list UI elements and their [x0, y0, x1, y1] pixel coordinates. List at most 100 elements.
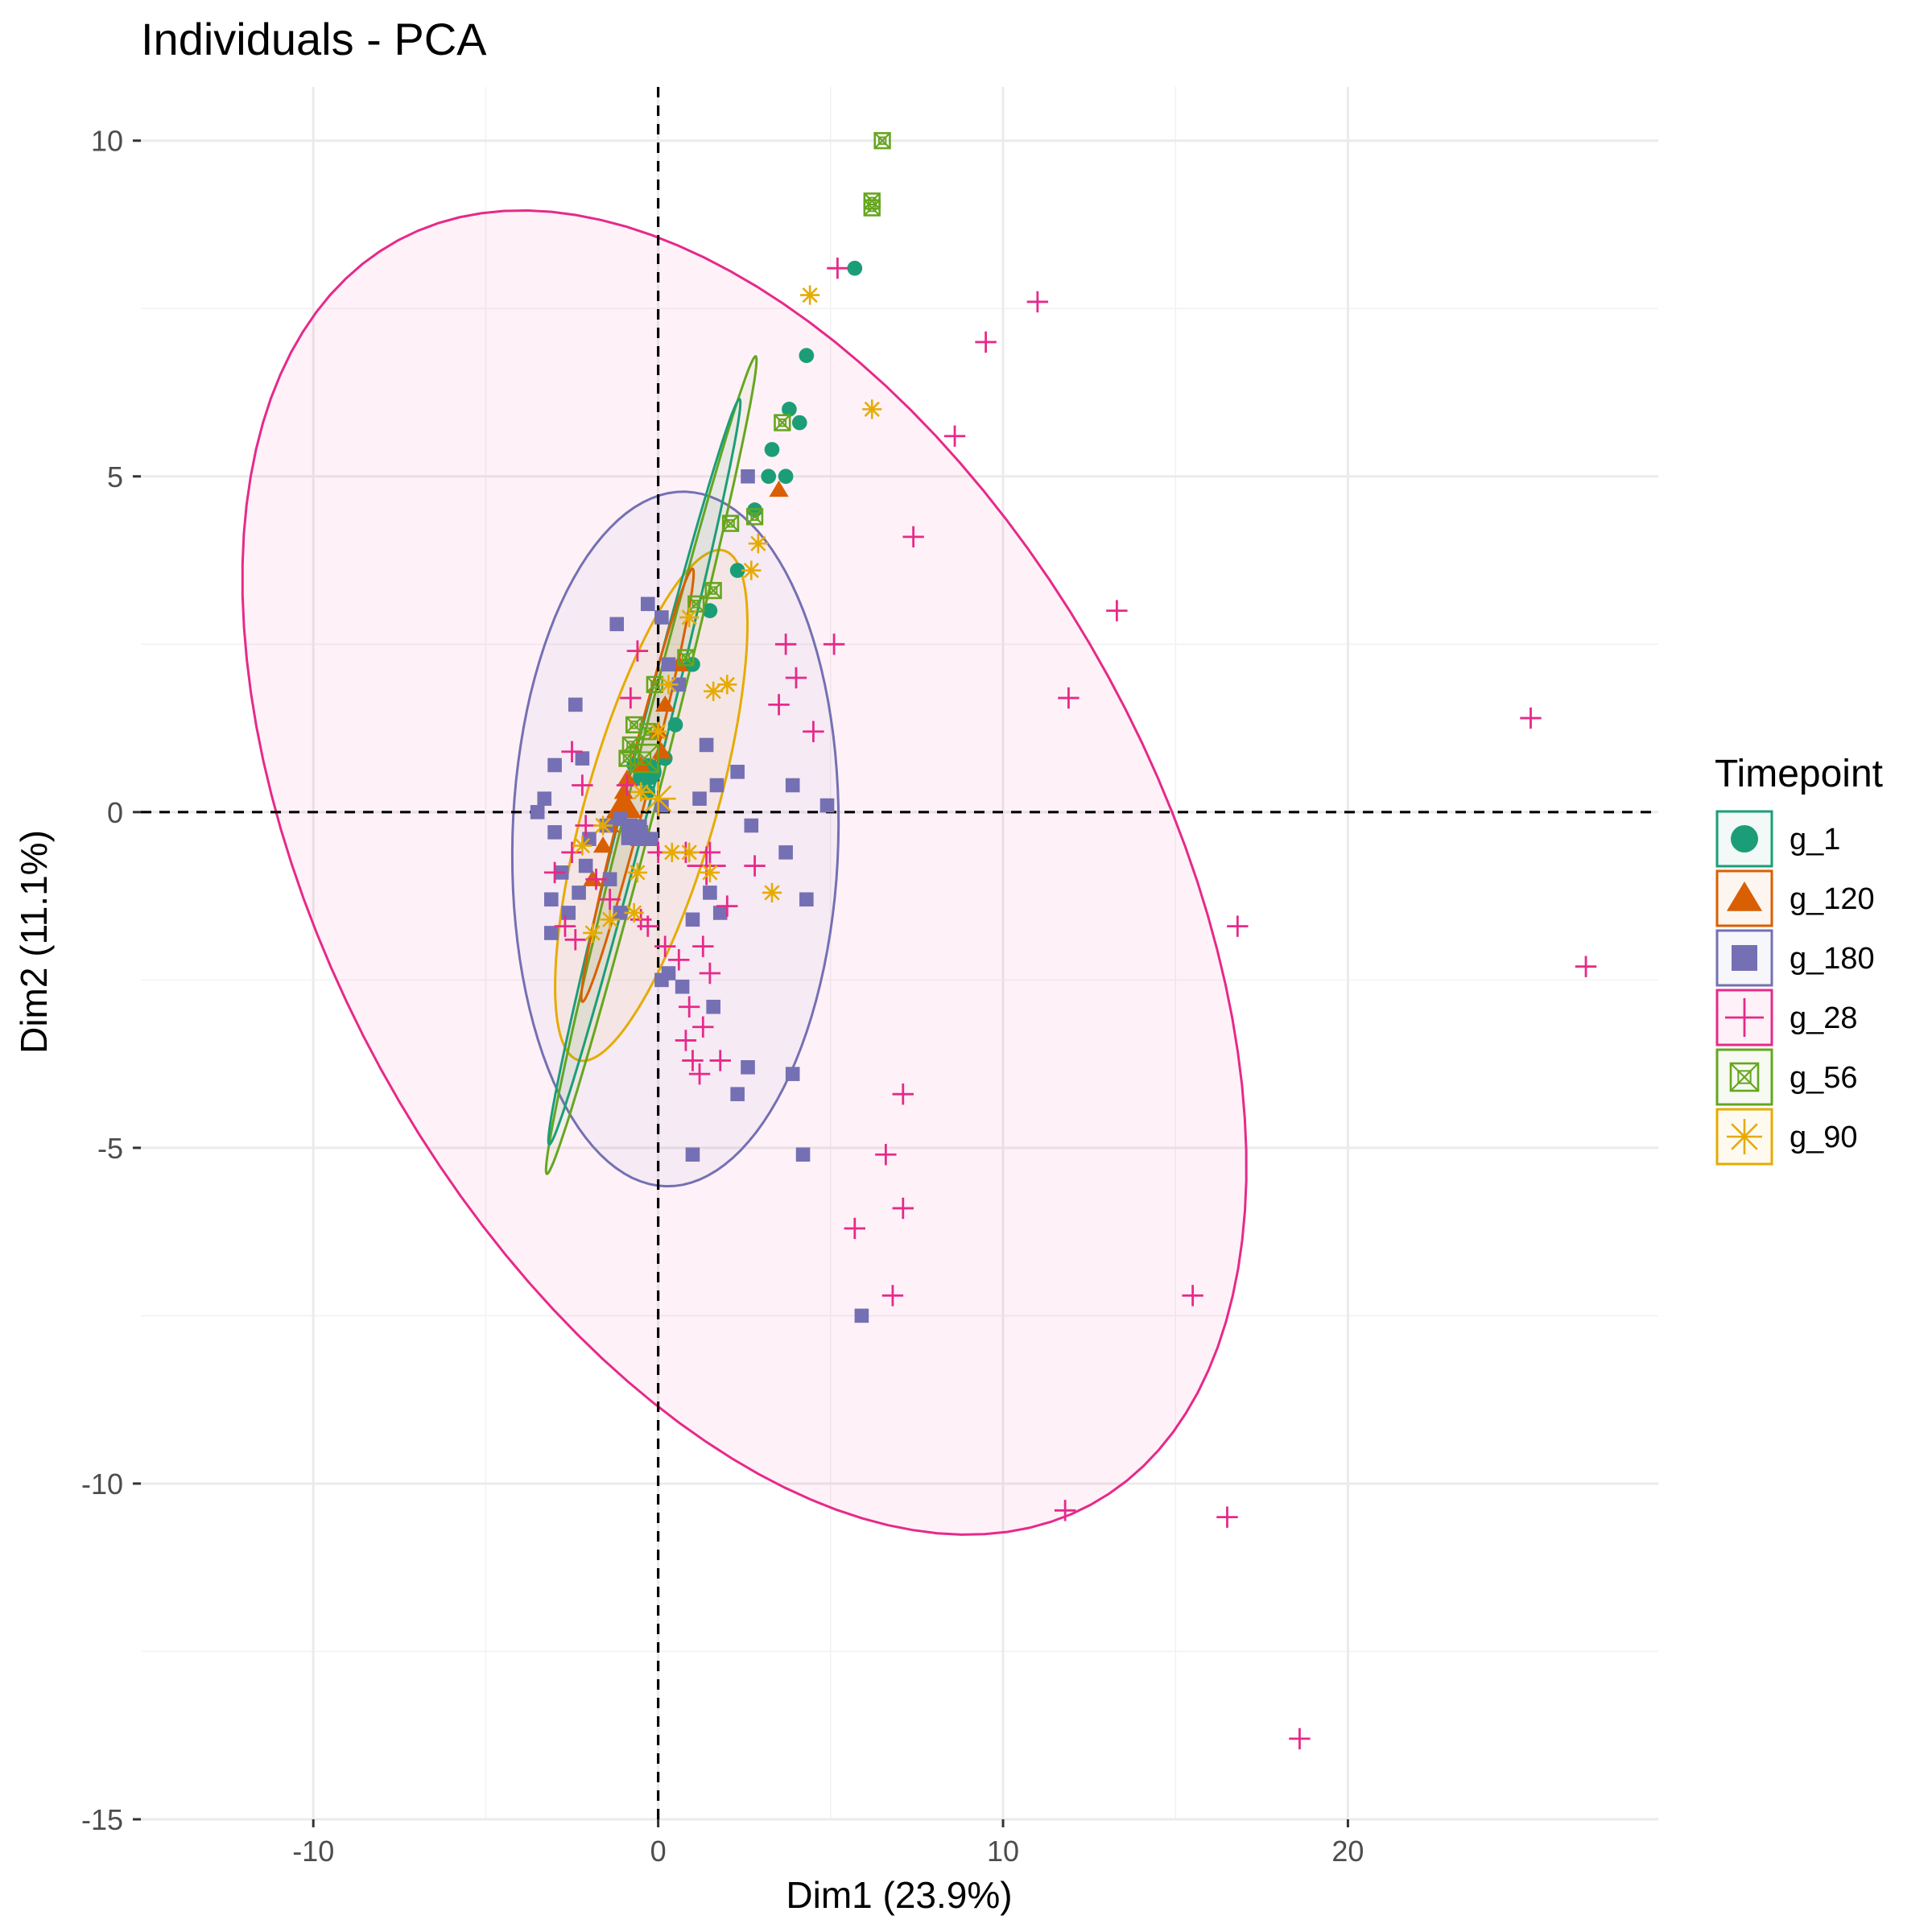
- confidence-ellipses: [241, 208, 1248, 1536]
- point-g_180: [799, 892, 814, 907]
- x-tick-label: 0: [650, 1835, 667, 1868]
- point-g_180: [671, 677, 687, 692]
- point-g_28: [823, 634, 845, 655]
- legend-marker: [1732, 945, 1757, 971]
- point-g_180: [685, 1147, 700, 1162]
- point-g_180: [730, 764, 745, 779]
- point-g_180: [544, 926, 559, 940]
- point-g_28: [1575, 956, 1597, 977]
- legend-item-g_90: g_90: [1715, 1108, 1858, 1166]
- mean-point-g_90: [640, 781, 676, 817]
- mean-point-g_56: [630, 743, 659, 774]
- axes: -10 0 10 20 -15 -10 -5 0 5 10: [81, 125, 1364, 1868]
- data-points: [530, 132, 1597, 1750]
- point-g_180: [613, 906, 628, 920]
- point-g_180: [712, 906, 728, 920]
- point-g_180: [741, 469, 755, 484]
- ellipse-g_28: [241, 208, 1248, 1536]
- point-g_56: [721, 514, 740, 532]
- legend-label: g_1: [1790, 823, 1840, 857]
- mean-point-g_28: [687, 846, 726, 886]
- point-g_180: [741, 1059, 755, 1075]
- point-g_180: [609, 617, 625, 632]
- point-g_28: [1054, 1500, 1076, 1521]
- point-g_28: [1289, 1728, 1311, 1750]
- x-axis-title: Dim1 (23.9%): [786, 1874, 1012, 1916]
- point-g_28: [881, 1285, 904, 1307]
- point-g_28: [654, 935, 676, 957]
- reference-lines: [141, 87, 1658, 1819]
- point-g_90: [662, 842, 682, 862]
- point-g_28: [827, 258, 848, 279]
- point-g_28: [682, 1050, 704, 1071]
- point-g_28: [709, 1050, 731, 1071]
- legend-marker: [1725, 998, 1764, 1037]
- point-g_90: [679, 607, 700, 628]
- point-g_1: [778, 469, 794, 485]
- point-g_56: [704, 581, 722, 600]
- point-g_180: [547, 758, 562, 773]
- point-g_28: [620, 687, 642, 709]
- series-g_28: [543, 258, 1597, 1750]
- mean-point-g_180: [621, 819, 647, 845]
- point-g_180: [699, 737, 714, 753]
- point-g_28: [844, 1217, 866, 1240]
- point-g_28: [803, 720, 824, 742]
- point-g_90: [627, 862, 648, 883]
- point-g_90: [658, 675, 679, 695]
- point-g_1: [799, 348, 815, 363]
- point-g_180: [661, 966, 676, 980]
- point-g_28: [1058, 687, 1080, 709]
- point-g_1: [764, 442, 780, 457]
- point-g_56: [863, 199, 881, 217]
- point-g_28: [1106, 600, 1128, 621]
- point-g_180: [644, 832, 658, 847]
- legend-item-g_56: g_56: [1715, 1048, 1858, 1106]
- point-g_180: [544, 892, 559, 907]
- x-tick-label: 10: [987, 1835, 1019, 1868]
- x-tick-label: 20: [1331, 1835, 1364, 1868]
- point-g_1: [667, 717, 683, 733]
- legend: Timepoint g_1 g_120 g_180 g_28 g_56 g_90: [1715, 753, 1883, 1166]
- point-g_180: [819, 798, 835, 813]
- point-g_120: [651, 742, 672, 759]
- point-g_28: [637, 915, 658, 937]
- point-g_180: [706, 999, 720, 1014]
- legend-label: g_56: [1790, 1061, 1858, 1095]
- chart-title: Individuals - PCA: [141, 14, 487, 64]
- point-g_180: [692, 791, 707, 806]
- point-g_28: [692, 1016, 714, 1038]
- point-g_56: [687, 595, 705, 613]
- point-g_28: [875, 1144, 897, 1166]
- y-tick-label: 0: [107, 796, 123, 829]
- point-g_28: [892, 1197, 914, 1220]
- point-g_28: [1520, 707, 1542, 729]
- point-g_28: [572, 774, 593, 796]
- point-g_180: [785, 778, 800, 793]
- point-g_28: [1026, 291, 1049, 313]
- point-g_180: [854, 1308, 869, 1323]
- point-g_90: [700, 862, 720, 883]
- legend-label: g_90: [1790, 1121, 1858, 1154]
- point-g_180: [547, 825, 562, 840]
- point-g_28: [892, 1083, 914, 1105]
- point-g_28: [599, 889, 621, 910]
- legend-item-g_1: g_1: [1715, 810, 1840, 868]
- point-g_28: [785, 667, 807, 689]
- point-g_1: [782, 402, 797, 417]
- point-g_180: [602, 872, 617, 887]
- point-g_180: [744, 818, 759, 833]
- point-g_56: [677, 649, 695, 667]
- point-g_90: [679, 842, 700, 862]
- legend-item-g_120: g_120: [1715, 869, 1875, 927]
- point-g_120: [583, 869, 603, 886]
- point-g_28: [975, 331, 997, 353]
- point-g_28: [1227, 915, 1249, 937]
- point-g_28: [675, 1030, 697, 1051]
- point-g_56: [873, 132, 891, 150]
- point-g_28: [744, 855, 766, 877]
- point-g_28: [699, 962, 721, 985]
- legend-label: g_120: [1790, 882, 1875, 916]
- point-g_28: [1182, 1285, 1203, 1307]
- point-g_56: [774, 414, 791, 431]
